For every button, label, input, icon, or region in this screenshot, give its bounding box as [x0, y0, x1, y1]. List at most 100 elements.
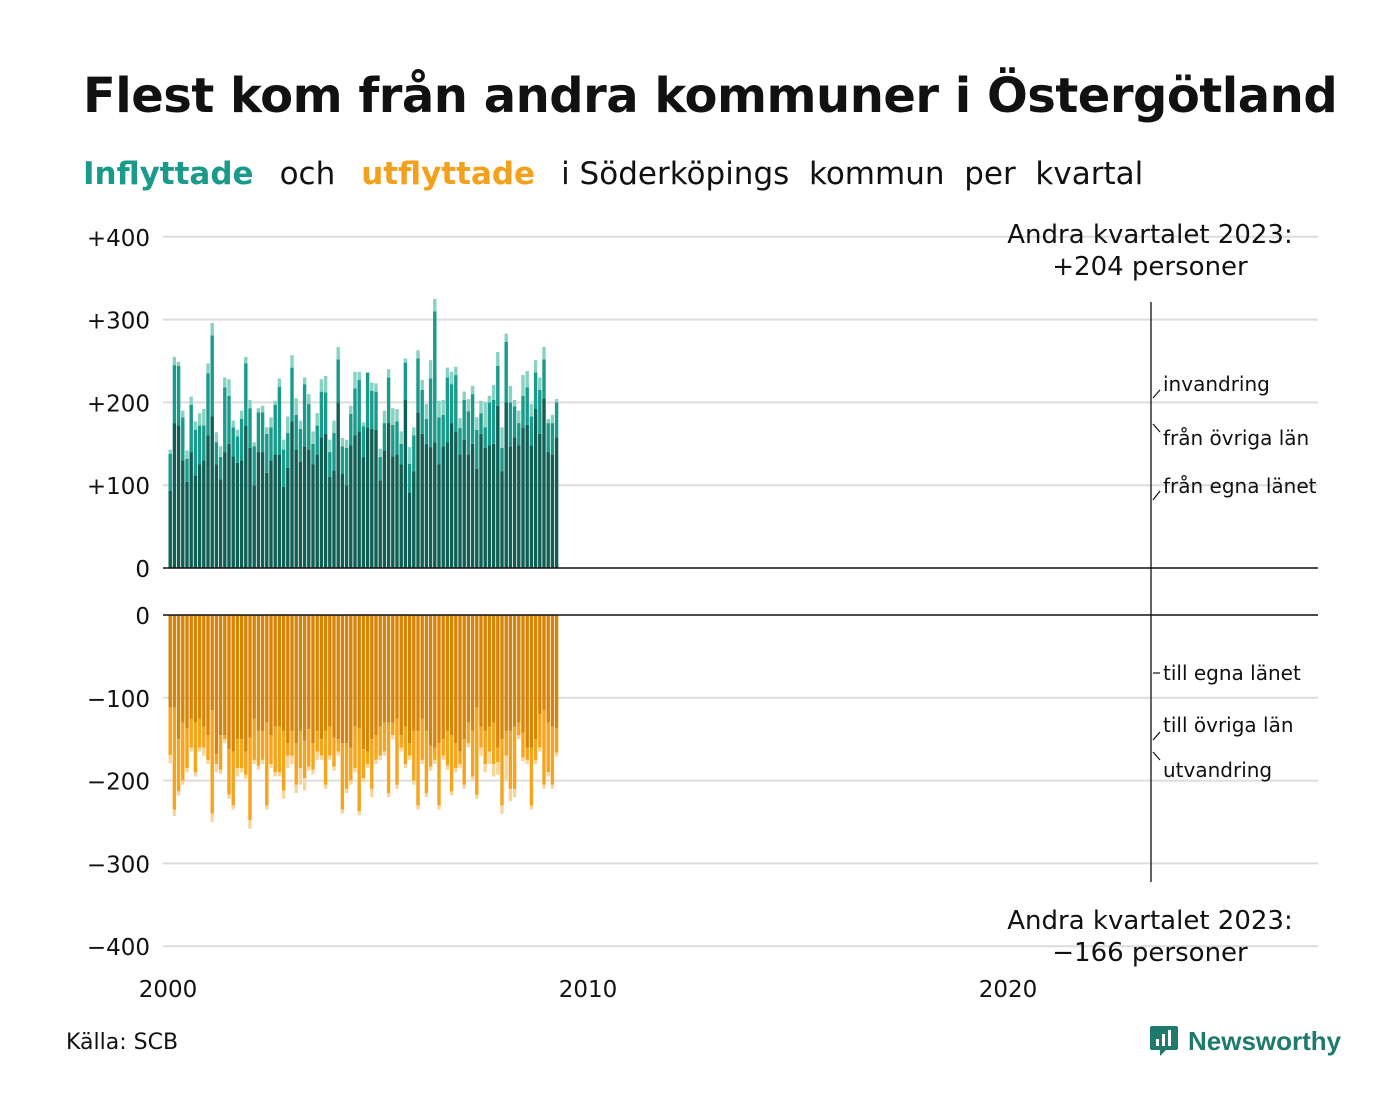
bar-out-utvandring [508, 788, 513, 802]
bar-out-utvandring [227, 794, 231, 799]
bar-out-ovriga [386, 722, 391, 794]
label-fran-ovriga-lan: från övriga län [1163, 426, 1309, 450]
bar-in-invandring [185, 450, 189, 459]
bar-in-egna [445, 442, 450, 568]
bar-out-utvandring [319, 755, 324, 760]
bar-in-egna [458, 454, 462, 568]
bar-out-egna [227, 615, 231, 750]
bar-in-ovriga [391, 424, 395, 457]
bar-out-utvandring [542, 784, 546, 789]
bar-in-egna [546, 452, 550, 568]
bar-in-egna [273, 454, 277, 568]
bar-in-invandring [483, 402, 487, 428]
bar-in-egna [328, 476, 332, 568]
bar-in-ovriga [248, 408, 252, 448]
bar-in-ovriga [382, 423, 387, 451]
bar-in-ovriga [307, 404, 311, 450]
bar-out-egna [181, 615, 185, 723]
bar-out-ovriga [424, 730, 429, 794]
bar-out-utvandring [336, 751, 340, 756]
bar-out-egna [525, 615, 529, 748]
bar-out-utvandring [189, 747, 193, 752]
bar-out-ovriga [185, 728, 189, 769]
bar-in-ovriga [193, 429, 198, 476]
bar-in-ovriga [181, 417, 185, 461]
bar-in-invandring [428, 360, 433, 379]
bar-in-egna [487, 445, 492, 568]
bar-in-ovriga [370, 390, 374, 429]
newsworthy-logo: Newsworthy [1148, 1024, 1341, 1058]
bar-in-invandring [349, 405, 353, 414]
bar-in-egna [462, 439, 466, 568]
bar-in-invandring [340, 438, 345, 447]
bar-out-ovriga [529, 747, 534, 806]
subtitle-utflyttade: utflyttade [361, 156, 536, 192]
bar-out-egna [428, 615, 433, 746]
bar-in-invandring [424, 404, 429, 419]
bar-in-egna [517, 445, 521, 568]
bar-in-invandring [512, 399, 517, 407]
bar-out-utvandring [500, 805, 504, 814]
y-tick-label: −300 [87, 852, 150, 878]
y-tick-label: −400 [87, 935, 150, 961]
y-tick-label: +200 [87, 391, 150, 417]
bar-out-egna [420, 615, 424, 719]
bar-out-egna [483, 615, 487, 731]
bar-out-ovriga [172, 707, 177, 810]
bar-out-utvandring [395, 784, 399, 789]
bar-out-egna [344, 615, 349, 744]
bar-out-utvandring [193, 772, 198, 777]
bar-in-egna [391, 456, 395, 568]
bar-out-utvandring [521, 757, 525, 762]
bar-out-ovriga [248, 737, 252, 821]
bar-out-egna [273, 615, 277, 727]
y-tick-label: −200 [87, 770, 150, 796]
bar-in-egna [361, 457, 366, 568]
bar-in-egna [454, 431, 458, 568]
bar-in-egna [168, 490, 172, 568]
bar-in-invandring [315, 413, 319, 426]
subtitle-och: och [279, 156, 336, 192]
bar-out-egna [176, 615, 181, 740]
bar-out-ovriga [197, 718, 202, 748]
bar-in-invandring [181, 410, 185, 418]
bar-in-egna [332, 470, 336, 568]
bar-in-ovriga [412, 435, 416, 472]
bar-out-egna [538, 615, 542, 715]
bar-out-utvandring [445, 765, 450, 770]
bar-in-egna [500, 471, 504, 568]
bar-in-egna [260, 452, 265, 568]
bar-in-egna [235, 462, 240, 568]
bar-out-utvandring [475, 794, 479, 799]
bar-out-utvandring [248, 820, 252, 829]
bar-in-ovriga [260, 412, 265, 453]
bar-out-utvandring [231, 805, 235, 810]
bar-out-ovriga [344, 743, 349, 789]
annotation-in-value: +204 personer [1052, 252, 1248, 282]
bar-out-egna [218, 615, 223, 736]
bar-out-ovriga [487, 726, 492, 752]
bar-in-invandring [496, 351, 500, 366]
bar-in-ovriga [298, 428, 303, 463]
bar-in-invandring [235, 429, 240, 437]
bar-in-invandring [420, 380, 424, 390]
bar-out-egna [210, 615, 214, 711]
bar-out-ovriga [445, 730, 450, 766]
bar-out-ovriga [223, 735, 227, 740]
bar-out-ovriga [340, 743, 345, 810]
bar-in-ovriga [386, 377, 391, 424]
bar-out-ovriga [491, 722, 496, 765]
bar-out-utvandring [512, 788, 517, 798]
bar-out-utvandring [197, 747, 202, 752]
bar-out-utvandring [517, 735, 521, 740]
bar-out-egna [298, 615, 303, 731]
bar-out-utvandring [202, 747, 206, 756]
bar-in-ovriga [533, 372, 538, 410]
bar-in-ovriga [554, 402, 559, 438]
bar-in-ovriga [470, 394, 475, 444]
bar-out-egna [332, 615, 336, 738]
bar-out-utvandring [340, 809, 345, 814]
bar-out-egna [479, 615, 483, 727]
bar-in-invandring [546, 418, 550, 424]
bar-in-egna [512, 437, 517, 568]
